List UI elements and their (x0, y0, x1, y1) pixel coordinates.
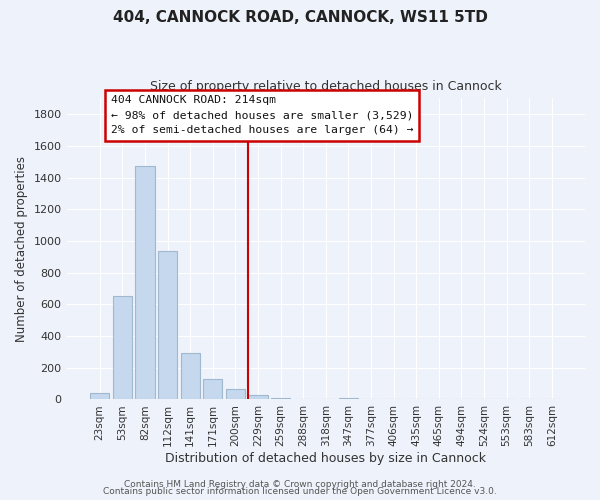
Bar (136, 166, 155, 400)
X-axis label: Distribution of detached houses by size in Cannock: Distribution of detached houses by size … (165, 452, 486, 465)
Title: Size of property relative to detached houses in Cannock: Size of property relative to detached ho… (150, 80, 502, 93)
Bar (113, 296, 132, 400)
Text: 404 CANNOCK ROAD: 214sqm
← 98% of detached houses are smaller (3,529)
2% of semi: 404 CANNOCK ROAD: 214sqm ← 98% of detach… (110, 96, 413, 135)
Text: Contains HM Land Registry data © Crown copyright and database right 2024.: Contains HM Land Registry data © Crown c… (124, 480, 476, 489)
Bar (90, 394, 109, 400)
Bar (226, 389, 245, 400)
Bar (339, 398, 358, 400)
Bar (248, 395, 268, 400)
Bar (158, 252, 177, 400)
Text: 404, CANNOCK ROAD, CANNOCK, WS11 5TD: 404, CANNOCK ROAD, CANNOCK, WS11 5TD (113, 10, 487, 25)
Bar (271, 398, 290, 400)
Y-axis label: Number of detached properties: Number of detached properties (15, 156, 28, 342)
Bar (181, 352, 200, 400)
Text: Contains public sector information licensed under the Open Government Licence v3: Contains public sector information licen… (103, 487, 497, 496)
Bar (203, 379, 223, 400)
